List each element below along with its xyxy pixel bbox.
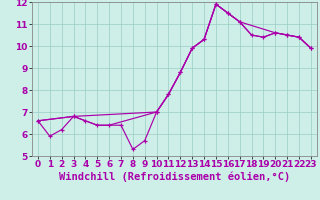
- X-axis label: Windchill (Refroidissement éolien,°C): Windchill (Refroidissement éolien,°C): [59, 172, 290, 182]
